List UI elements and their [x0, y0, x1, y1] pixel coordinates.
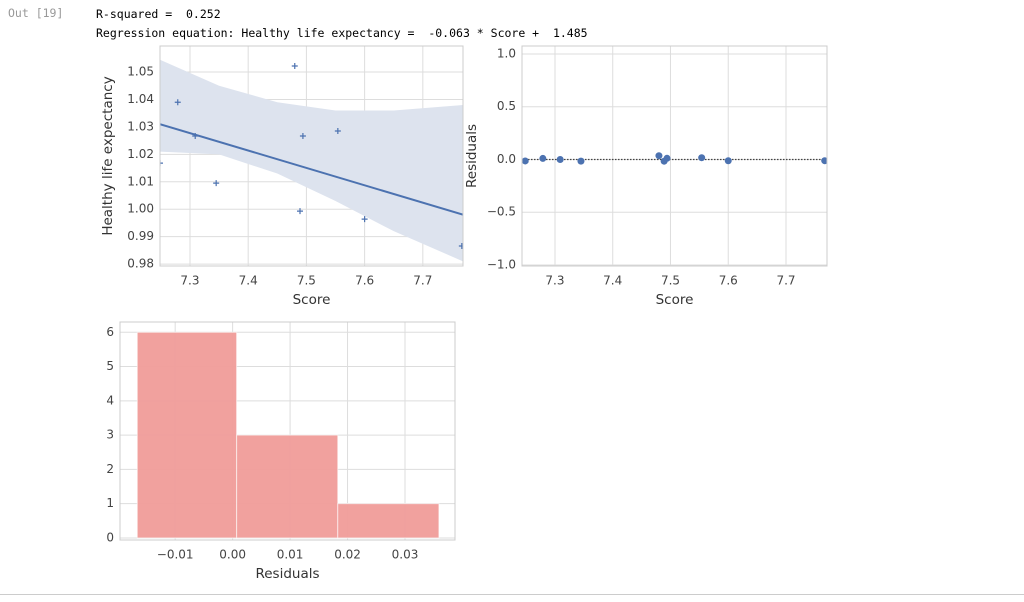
chart: 7.3 7.4 7.5 7.6 7.7 0.98 0.99 1.00 1.01 1.02 1.03 1…: [100, 45, 464, 308]
x-tick-label: 7.4: [603, 274, 622, 288]
x-tick-label: 7.5: [661, 274, 680, 288]
y-tick-label: 0.5: [497, 99, 516, 113]
point: [577, 157, 585, 165]
point: [361, 216, 368, 223]
plot-frame: [119, 321, 456, 541]
y-tick-label: 1.0: [497, 47, 516, 61]
y-tick-label: 1.02: [127, 147, 154, 161]
output-line: R-squared = 0.252: [96, 7, 221, 21]
x-tick-label: −0.01: [157, 548, 194, 562]
y-tick-label: 1.00: [127, 202, 154, 216]
confidence-band: [160, 59, 463, 262]
point: [556, 156, 564, 164]
x-tick-label: 7.4: [239, 274, 258, 288]
y-tick-label: 0.98: [127, 257, 154, 271]
point: [297, 208, 304, 215]
point: [299, 132, 306, 139]
x-tick-label: 7.3: [545, 274, 564, 288]
point: [192, 132, 199, 139]
x-axis-label: Score: [293, 292, 331, 308]
regression-line: [160, 123, 463, 216]
y-tick-label: −0.5: [487, 205, 516, 219]
x-tick-label: 0.02: [334, 548, 361, 562]
data-layer: [136, 331, 440, 539]
x-tick-label: 0.00: [219, 548, 246, 562]
y-tick-label: 6: [106, 325, 114, 339]
y-tick-label: −1.0: [487, 257, 516, 271]
histogram-bar: [337, 503, 440, 539]
y-tick-label: 1.04: [127, 92, 154, 106]
x-tick-label: 7.6: [719, 274, 738, 288]
x-axis-label: Score: [656, 292, 694, 308]
point: [174, 99, 181, 106]
y-tick-label: 0.0: [497, 152, 516, 166]
x-tick-label: 7.7: [413, 274, 432, 288]
y-tick-label: 4: [106, 393, 114, 407]
y-tick-label: 1.05: [127, 65, 154, 79]
point: [539, 154, 547, 162]
y-axis-label: Residuals: [464, 124, 480, 188]
y-tick-label: 1.01: [127, 174, 154, 188]
x-tick-label: 7.7: [776, 274, 795, 288]
point: [698, 154, 706, 162]
output-prompt: Out [19]: [8, 6, 64, 20]
x-tick-label: 0.01: [277, 548, 304, 562]
point: [655, 152, 663, 160]
point: [821, 157, 827, 165]
y-tick-label: 1: [106, 496, 114, 510]
point: [458, 242, 463, 249]
x-tick-label: 0.03: [392, 548, 419, 562]
x-axis-label: Residuals: [255, 566, 319, 582]
x-tick-label: 7.6: [355, 274, 374, 288]
chart: 7.3 7.4 7.5 7.6 7.7 −1.0 −0.5 0.0 0.5 1.0 Score Res…: [464, 45, 828, 308]
y-tick-label: 2: [106, 462, 114, 476]
point: [660, 157, 668, 165]
point: [291, 63, 298, 70]
plot-frame: [159, 45, 464, 267]
x-tick-label: 7.3: [180, 274, 199, 288]
data-layer: [160, 59, 463, 262]
histogram-bar: [236, 434, 339, 539]
y-tick-label: 3: [106, 428, 114, 442]
y-axis-label: Healthy life expectancy: [100, 76, 116, 235]
y-tick-label: 0: [106, 530, 114, 544]
y-tick-label: 5: [106, 359, 114, 373]
point: [522, 157, 529, 165]
point: [724, 157, 732, 165]
x-tick-label: 7.5: [297, 274, 316, 288]
chart: −0.01 0.00 0.01 0.02 0.03 0 1 2 3 4 5 6 Residuals: [106, 321, 456, 582]
data-layer: [522, 152, 827, 165]
point: [334, 128, 341, 135]
plot-area: [522, 46, 827, 266]
output-line: Regression equation: Healthy life expect…: [96, 26, 588, 40]
plot-frame: [521, 45, 828, 267]
y-tick-label: 1.03: [127, 119, 154, 133]
point: [160, 160, 163, 167]
y-tick-label: 0.99: [127, 229, 154, 243]
histogram-bar: [136, 331, 238, 539]
point: [213, 180, 220, 187]
